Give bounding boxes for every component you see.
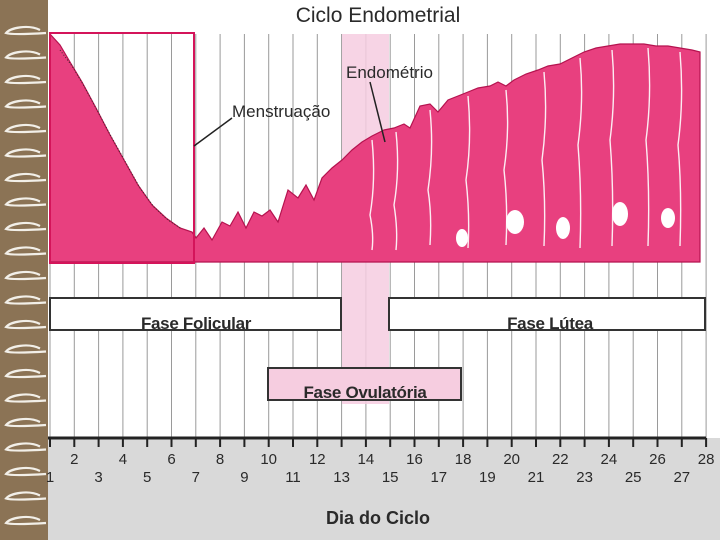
- diagram-title: Ciclo Endometrial: [296, 4, 461, 27]
- day-labels: 1234567891011121314151617181920212223242…: [46, 451, 715, 486]
- day-label-10: 10: [260, 451, 277, 468]
- day-label-24: 24: [601, 451, 618, 468]
- follicular-phase-label: Fase Folicular: [141, 314, 252, 333]
- day-label-1: 1: [46, 469, 54, 486]
- ovulatory-phase-label: Fase Ovulatória: [303, 383, 427, 402]
- day-label-20: 20: [503, 451, 520, 468]
- day-label-21: 21: [528, 469, 545, 486]
- day-axis-band: [48, 438, 720, 540]
- day-label-5: 5: [143, 469, 151, 486]
- day-label-4: 4: [119, 451, 127, 468]
- day-label-7: 7: [192, 469, 200, 486]
- menstruation-box: [49, 32, 195, 264]
- luteal-phase-bar: [388, 297, 706, 331]
- endometrium-label: Endométrio: [346, 63, 433, 82]
- endometrium-tissue: [49, 32, 701, 263]
- ovulatory-phase-bar: [267, 367, 462, 401]
- follicular-phase-bar: [49, 297, 342, 331]
- day-label-19: 19: [479, 469, 496, 486]
- day-label-11: 11: [285, 469, 301, 486]
- day-label-28: 28: [698, 451, 715, 468]
- day-label-6: 6: [167, 451, 175, 468]
- day-label-2: 2: [70, 451, 78, 468]
- day-label-3: 3: [94, 469, 102, 486]
- spiral-binding-strip: [0, 0, 48, 540]
- x-axis-label: Dia do Ciclo: [326, 508, 430, 528]
- day-label-27: 27: [673, 469, 690, 486]
- day-label-25: 25: [625, 469, 642, 486]
- day-label-23: 23: [576, 469, 593, 486]
- luteal-phase-label: Fase Lútea: [507, 314, 594, 333]
- day-label-22: 22: [552, 451, 569, 468]
- day-ticks: [49, 438, 708, 447]
- day-label-18: 18: [455, 451, 472, 468]
- day-label-13: 13: [333, 469, 350, 486]
- day-label-9: 9: [240, 469, 248, 486]
- menstruation-leader: [193, 117, 233, 147]
- endometrium-leader: [369, 81, 386, 143]
- menstruation-label: Menstruação: [232, 102, 330, 121]
- day-label-12: 12: [309, 451, 326, 468]
- day-label-14: 14: [358, 451, 375, 468]
- day-label-16: 16: [406, 451, 423, 468]
- day-label-8: 8: [216, 451, 224, 468]
- day-label-26: 26: [649, 451, 666, 468]
- day-label-15: 15: [382, 469, 399, 486]
- day-label-17: 17: [430, 469, 447, 486]
